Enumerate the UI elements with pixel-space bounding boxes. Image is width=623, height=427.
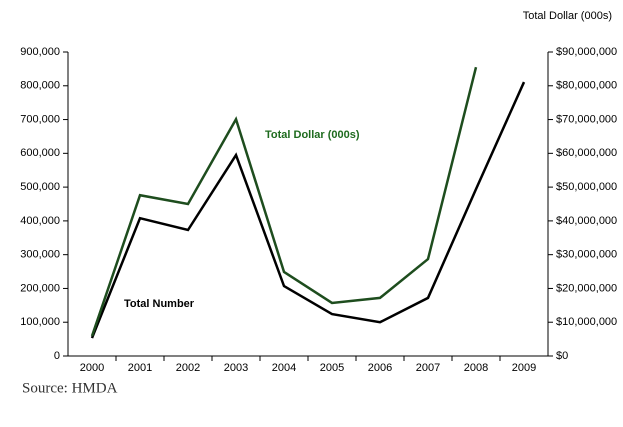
series-label: Total Number	[124, 298, 195, 310]
y-tick-label: 600,000	[20, 147, 60, 159]
y-tick-label: 100,000	[20, 316, 60, 328]
y2-tick-label: $10,000,000	[556, 316, 617, 328]
y2-tick-label: $60,000,000	[556, 147, 617, 159]
y-tick-label: 200,000	[20, 282, 60, 294]
x-tick-label: 2006	[368, 362, 392, 374]
y2-tick-label: $40,000,000	[556, 215, 617, 227]
y2-tick-label: $20,000,000	[556, 282, 617, 294]
y2-tick-label: $30,000,000	[556, 249, 617, 261]
y-tick-label: 400,000	[20, 215, 60, 227]
y-tick-label: 900,000	[20, 46, 60, 58]
y2-tick-label: $80,000,000	[556, 80, 617, 92]
series-line	[90, 81, 526, 339]
x-tick-label: 2001	[128, 362, 152, 374]
series-line	[90, 66, 478, 337]
y-tick-label: 300,000	[20, 249, 60, 261]
y-tick-label: 500,000	[20, 181, 60, 193]
x-tick-label: 2000	[80, 362, 104, 374]
y2-tick-label: $70,000,000	[556, 113, 617, 125]
x-tick-label: 2004	[272, 362, 296, 374]
x-tick-label: 2003	[224, 362, 248, 374]
y-tick-label: 800,000	[20, 80, 60, 92]
x-tick-label: 2007	[416, 362, 440, 374]
y2-tick-label: $50,000,000	[556, 181, 617, 193]
y2-tick-label: $90,000,000	[556, 46, 617, 58]
x-tick-label: 2008	[464, 362, 488, 374]
x-tick-label: 2002	[176, 362, 200, 374]
x-tick-label: 2009	[512, 362, 536, 374]
series-label: Total Dollar (000s)	[265, 129, 360, 141]
x-tick-label: 2005	[320, 362, 344, 374]
y-tick-label: 700,000	[20, 113, 60, 125]
y2-tick-label: $0	[556, 350, 568, 362]
y-tick-label: 0	[54, 350, 60, 362]
y2-axis-title: Total Dollar (000s)	[523, 10, 612, 22]
source-note: Source: HMDA	[22, 380, 118, 396]
